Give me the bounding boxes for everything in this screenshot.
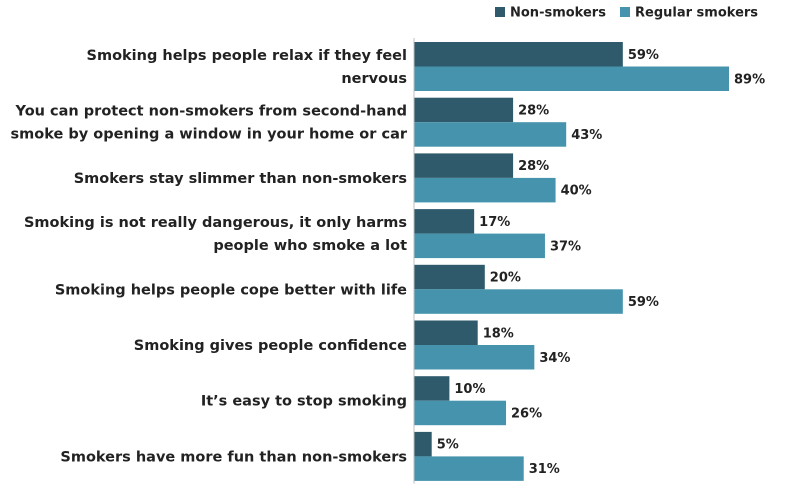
value-label-non-smokers-4: 20% xyxy=(490,271,521,286)
bar-non-smokers-4 xyxy=(414,264,485,290)
value-label-regular-smokers-6: 26% xyxy=(511,406,542,421)
value-label-non-smokers-3: 17% xyxy=(479,215,510,230)
plot-area: 59% 89% Smoking helps people relax if they… xyxy=(11,38,765,484)
bar-non-smokers-2 xyxy=(414,153,514,178)
value-label-non-smokers-7: 5% xyxy=(437,438,459,453)
bar-non-smokers-6 xyxy=(414,376,450,401)
category-label-6: It’s easy to stop smoking xyxy=(201,394,407,410)
value-label-non-smokers-2: 28% xyxy=(518,159,549,174)
value-label-non-smokers-0: 59% xyxy=(628,48,659,63)
bar-regular-smokers-5 xyxy=(414,345,535,370)
value-label-regular-smokers-1: 43% xyxy=(571,128,602,143)
bar-non-smokers-3 xyxy=(414,209,475,234)
value-label-non-smokers-5: 18% xyxy=(483,326,514,341)
bar-regular-smokers-6 xyxy=(414,400,507,426)
legend-label-1: Regular smokers xyxy=(635,6,758,21)
value-label-regular-smokers-0: 89% xyxy=(734,72,765,87)
value-label-non-smokers-1: 28% xyxy=(518,103,549,118)
value-label-non-smokers-6: 10% xyxy=(454,382,485,397)
value-label-regular-smokers-2: 40% xyxy=(561,184,592,199)
bar-regular-smokers-0 xyxy=(414,66,729,91)
legend: Non-smokers Regular smokers xyxy=(495,6,758,21)
bar-regular-smokers-3 xyxy=(414,233,545,259)
category-label-2: Smokers stay slimmer than non-smokers xyxy=(74,171,407,187)
value-label-regular-smokers-7: 31% xyxy=(529,462,560,477)
bar-non-smokers-5 xyxy=(414,320,478,345)
category-label-5: Smoking gives people confidence xyxy=(134,338,407,354)
value-label-regular-smokers-3: 37% xyxy=(550,239,581,254)
category-label-7: Smokers have more fun than non-smokers xyxy=(60,449,407,465)
category-label-4: Smoking helps people cope better with li… xyxy=(55,282,407,298)
legend-swatch-1 xyxy=(620,7,630,17)
bar-non-smokers-1 xyxy=(414,97,514,123)
value-label-regular-smokers-5: 34% xyxy=(539,351,570,366)
bar-regular-smokers-1 xyxy=(414,122,567,147)
bar-regular-smokers-7 xyxy=(414,456,524,481)
legend-swatch-0 xyxy=(495,7,505,17)
bar-regular-smokers-4 xyxy=(414,289,623,314)
legend-label-0: Non-smokers xyxy=(510,6,606,21)
category-label-1: You can protect non-smokers from second-… xyxy=(11,104,408,143)
category-label-3: Smoking is not really dangerous, it only… xyxy=(24,215,407,254)
category-label-0: Smoking helps people relax if they feel n… xyxy=(87,48,407,87)
value-label-regular-smokers-4: 59% xyxy=(628,295,659,310)
bar-non-smokers-7 xyxy=(414,431,432,457)
bar-non-smokers-0 xyxy=(414,42,623,67)
bar-regular-smokers-2 xyxy=(414,177,556,203)
